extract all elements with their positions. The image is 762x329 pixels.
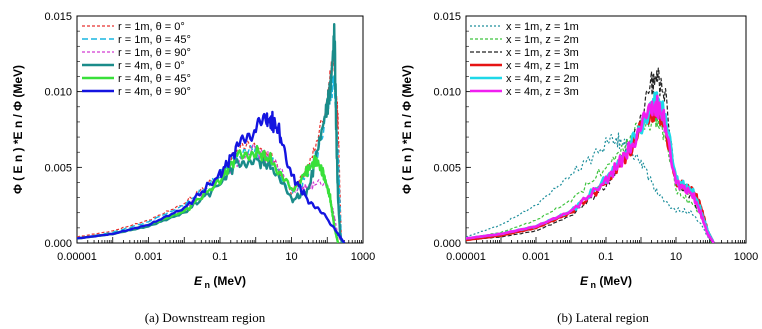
legend-label: r = 4m, θ = 0° xyxy=(118,60,185,72)
legend-label: x = 4m, z = 1m xyxy=(506,60,579,72)
legend-label: r = 4m, θ = 90° xyxy=(118,86,191,98)
y-tick-label: 0.010 xyxy=(433,87,461,99)
panel-downstream: (a) Downstream region 0.00001 0.001 0.1 10 1… xyxy=(11,11,375,325)
y-axis-label: Φ ( E n ) *E n / Φ (MeV) xyxy=(11,65,25,194)
y-tick-label: 0.010 xyxy=(44,87,72,99)
x-tick-label: 1000 xyxy=(351,251,375,263)
x-tick-label: 0.001 xyxy=(135,251,163,263)
legend-label: x = 1m, z = 2m xyxy=(506,34,579,46)
x-tick-label: 0.1 xyxy=(598,251,613,263)
y-tick-label: 0.005 xyxy=(433,162,461,174)
series-line xyxy=(77,57,343,243)
series-line xyxy=(77,23,344,243)
legend-label: x = 4m, z = 3m xyxy=(506,86,579,98)
x-axis-label: E n (MeV) xyxy=(580,274,632,290)
y-tick-label: 0.005 xyxy=(44,162,72,174)
series-line xyxy=(466,91,715,243)
x-tick-label: 1000 xyxy=(734,251,758,263)
legend-label: r = 1m, θ = 90° xyxy=(118,47,191,59)
y-tick-label: 0.015 xyxy=(433,11,461,23)
series-line xyxy=(466,108,712,243)
legend-label: x = 1m, z = 1m xyxy=(506,21,579,33)
series-line xyxy=(77,110,346,243)
series-line xyxy=(466,99,715,243)
y-axis-label: Φ ( E n ) *E n / Φ (MeV) xyxy=(400,65,414,194)
legend-label: r = 1m, θ = 45° xyxy=(118,34,191,46)
x-tick-label: 0.1 xyxy=(212,251,227,263)
caption-lateral: (b) Lateral region xyxy=(557,310,649,325)
x-tick-label: 0.00001 xyxy=(446,251,486,263)
y-tick-label: 0.015 xyxy=(44,11,72,23)
legend-label: r = 4m, θ = 45° xyxy=(118,73,191,85)
legend-label: r = 1m, θ = 0° xyxy=(118,21,185,33)
x-axis-label: E n (MeV) xyxy=(194,274,246,290)
legend-label: x = 1m, z = 3m xyxy=(506,47,579,59)
series-line xyxy=(77,74,343,243)
panel-lateral: (b) Lateral region 0.00001 0.001 0.1 10 1000… xyxy=(400,11,758,325)
series-line xyxy=(466,132,712,243)
series-line xyxy=(466,94,715,243)
series-line xyxy=(466,67,712,243)
y-tick-label: 0.000 xyxy=(433,238,461,250)
legend-label: x = 4m, z = 2m xyxy=(506,73,579,85)
x-tick-label: 10 xyxy=(285,251,297,263)
x-tick-label: 0.00001 xyxy=(57,251,97,263)
caption-downstream: (a) Downstream region xyxy=(145,310,266,325)
x-tick-label: 10 xyxy=(670,251,682,263)
x-tick-label: 0.001 xyxy=(522,251,550,263)
y-tick-label: 0.000 xyxy=(44,238,72,250)
